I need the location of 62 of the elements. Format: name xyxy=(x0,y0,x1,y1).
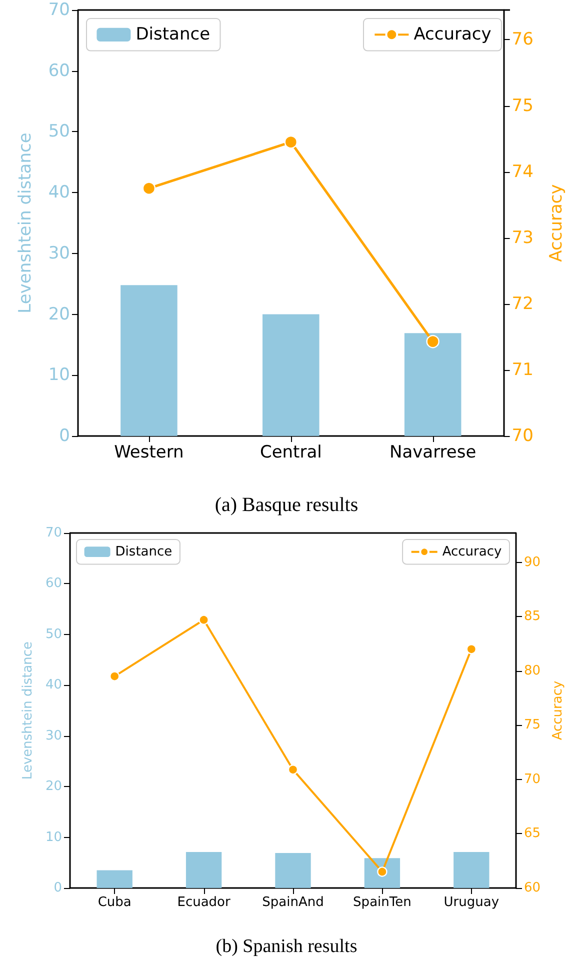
y-tick-label: 30 xyxy=(45,728,62,744)
x-tick-label: Cuba xyxy=(98,895,132,910)
bar xyxy=(120,285,178,436)
point xyxy=(142,182,156,195)
point xyxy=(288,764,298,775)
y-tick-label: 50 xyxy=(45,626,62,642)
legend-label: Distance xyxy=(115,544,172,560)
bar xyxy=(262,314,320,436)
legend-label: Distance xyxy=(136,24,210,45)
point xyxy=(466,644,476,654)
x-tick-label: SpainTen xyxy=(353,895,412,910)
y2-tick-label: 75 xyxy=(524,718,541,733)
y-tick-label: 50 xyxy=(48,122,70,142)
y2-tick-label: 74 xyxy=(512,162,534,182)
y2-axis-title: Accuracy xyxy=(546,184,566,262)
y2-tick-label: 85 xyxy=(524,609,541,624)
y-axis-title: Levenshtein distance xyxy=(15,132,36,314)
y2-tick-label: 80 xyxy=(524,663,541,678)
y-tick-label: 20 xyxy=(45,779,62,794)
y-tick-label: 70 xyxy=(48,0,70,20)
y-axis-title: Levenshtein distance xyxy=(20,641,36,780)
y-tick-label: 60 xyxy=(48,60,70,81)
y-tick-label: 70 xyxy=(45,526,62,540)
bar xyxy=(186,852,222,888)
x-tick-label: Ecuador xyxy=(177,895,232,910)
y-tick-label: 10 xyxy=(45,830,62,845)
y-tick-label: 0 xyxy=(59,426,70,446)
y2-tick-label: 76 xyxy=(512,30,534,50)
text: (a) Basque results xyxy=(214,494,358,516)
y2-tick-label: 70 xyxy=(512,426,534,446)
y-tick-label: 30 xyxy=(48,243,70,264)
bar xyxy=(96,870,132,888)
y2-tick-label: 60 xyxy=(524,880,541,896)
y-tick-label: 60 xyxy=(45,576,62,592)
y-tick-label: 20 xyxy=(48,304,70,324)
x-tick-label: Western xyxy=(114,442,184,462)
bar xyxy=(275,853,311,888)
point xyxy=(426,334,440,348)
y2-tick-label: 71 xyxy=(512,360,534,380)
y2-tick-label: 90 xyxy=(524,554,541,570)
y2-tick-label: 73 xyxy=(512,228,534,248)
y2-tick-label: 75 xyxy=(512,96,534,116)
point xyxy=(284,135,298,149)
y2-tick-label: 65 xyxy=(524,826,541,842)
point xyxy=(198,614,209,625)
y2-tick-label: 72 xyxy=(512,294,534,314)
x-tick-label: SpainAnd xyxy=(262,895,324,910)
text: (b) Spanish results xyxy=(216,936,358,957)
bar xyxy=(404,333,462,436)
x-tick-label: Navarrese xyxy=(389,442,476,462)
legend-label: Accuracy xyxy=(442,544,502,560)
y-tick-label: 40 xyxy=(48,182,70,203)
y-tick-label: 10 xyxy=(48,365,70,386)
x-tick-label: Uruguay xyxy=(444,895,500,910)
x-tick-label: Central xyxy=(260,442,322,462)
legend-label: Accuracy xyxy=(414,24,492,45)
y-tick-label: 0 xyxy=(54,880,62,896)
y2-axis-title: Accuracy xyxy=(550,680,566,740)
y-tick-label: 40 xyxy=(45,678,62,693)
point xyxy=(110,671,120,682)
y2-tick-label: 70 xyxy=(524,772,541,787)
bar xyxy=(454,852,490,888)
